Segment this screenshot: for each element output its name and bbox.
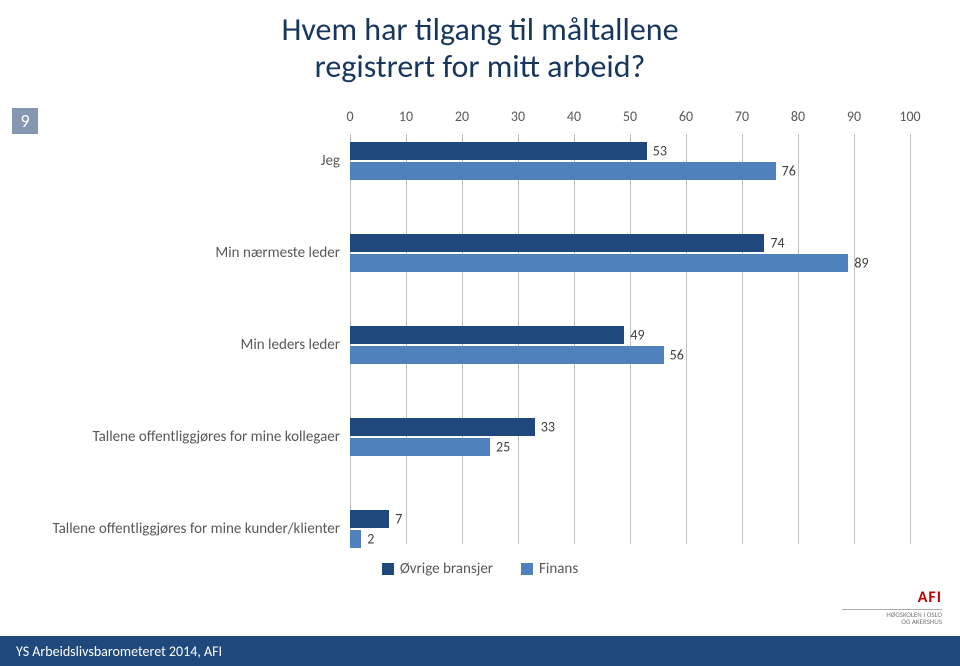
legend-item-ovrige: Øvrige bransjer	[382, 560, 493, 578]
legend-label-0: Øvrige bransjer	[400, 560, 493, 578]
footer-text: YS Arbeidslivsbarometeret 2014, AFI	[16, 643, 222, 660]
legend-label-1: Finans	[539, 560, 578, 578]
bar	[350, 510, 389, 528]
bar-value-label: 49	[624, 327, 644, 344]
x-tick: 100	[899, 108, 920, 125]
category-label: Jeg	[40, 152, 346, 170]
gridline	[854, 134, 855, 544]
plot-area: 537674894956332572	[350, 134, 910, 544]
x-tick: 50	[623, 108, 637, 125]
legend-swatch-0	[382, 563, 394, 575]
x-tick: 90	[847, 108, 861, 125]
category-label: Tallene offentliggjøres for mine kollega…	[40, 428, 346, 446]
bar	[350, 530, 361, 548]
x-tick: 60	[679, 108, 693, 125]
x-tick: 70	[735, 108, 749, 125]
page-number-badge: 9	[12, 108, 38, 134]
gridline	[798, 134, 799, 544]
x-tick: 40	[567, 108, 581, 125]
x-axis: 0102030405060708090100	[350, 108, 910, 134]
title-line-1: Hvem har tilgang til måltallene	[281, 10, 678, 49]
legend-item-finans: Finans	[521, 560, 578, 578]
gridline	[910, 134, 911, 544]
logo-sub: HØGSKOLEN I OSLO OG AKERSHUS	[842, 609, 942, 626]
x-tick: 80	[791, 108, 805, 125]
bar	[350, 142, 647, 160]
logo: AFI HØGSKOLEN I OSLO OG AKERSHUS	[842, 589, 942, 626]
bar	[350, 346, 664, 364]
x-tick: 20	[455, 108, 469, 125]
bar-value-label: 53	[647, 143, 667, 160]
bar-value-label: 33	[535, 419, 555, 436]
slide: Hvem har tilgang til måltallene registre…	[0, 0, 960, 666]
bar	[350, 254, 848, 272]
x-tick: 30	[511, 108, 525, 125]
gridline	[742, 134, 743, 544]
chart: 0 10 20 30 40 50 60 70 80 90 100 53 76 74 89 49 56 33 25 7…	[40, 108, 920, 548]
category-label: Min leders leder	[40, 336, 346, 354]
bar	[350, 326, 624, 344]
legend: Øvrige bransjer Finans	[0, 560, 960, 578]
bar-value-label: 2	[361, 531, 374, 548]
bar	[350, 438, 490, 456]
bar-value-label: 7	[389, 511, 402, 528]
footer-bar: YS Arbeidslivsbarometeret 2014, AFI	[0, 636, 960, 666]
legend-swatch-1	[521, 563, 533, 575]
x-tick: 10	[399, 108, 413, 125]
logo-main: AFI	[842, 589, 942, 607]
chart-title: Hvem har tilgang til måltallene registre…	[0, 12, 960, 86]
title-line-2: registrert for mitt arbeid?	[315, 47, 646, 86]
bar-value-label: 74	[764, 235, 784, 252]
bar-value-label: 56	[664, 347, 684, 364]
category-label: Min nærmeste leder	[40, 244, 346, 262]
bar-value-label: 25	[490, 439, 510, 456]
bar-value-label: 89	[848, 255, 868, 272]
gridline	[686, 134, 687, 544]
bar	[350, 418, 535, 436]
bar	[350, 162, 776, 180]
category-label: Tallene offentliggjøres for mine kunder/…	[40, 520, 346, 538]
bar-value-label: 76	[776, 163, 796, 180]
x-tick: 0	[346, 108, 353, 125]
bar	[350, 234, 764, 252]
page-number: 9	[20, 110, 29, 132]
